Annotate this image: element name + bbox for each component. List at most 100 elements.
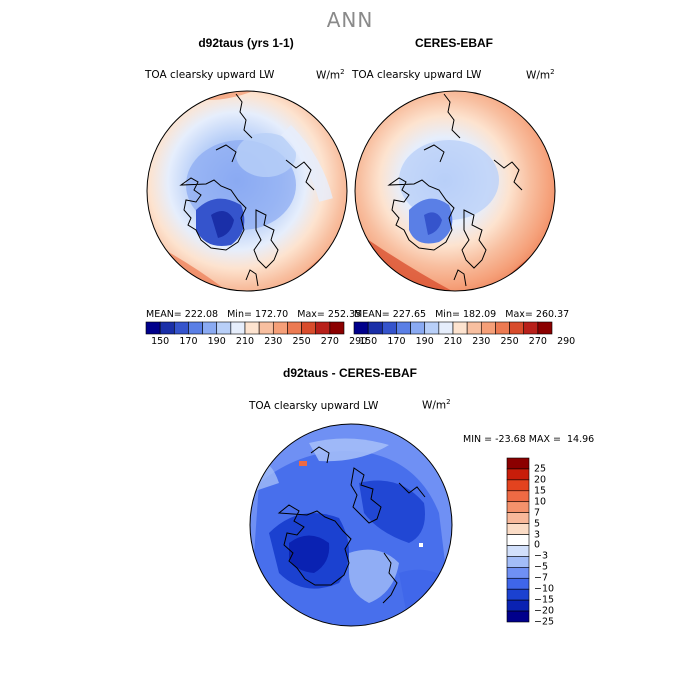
colorbar-cell <box>202 321 218 335</box>
panel-2-max: 260.37 <box>535 309 570 320</box>
diff-colorbar-cell <box>506 512 530 524</box>
panel-2-colorbar-ticks: 150 170 190 210 230 250 270 290 <box>354 336 575 350</box>
panel-1-colorbar <box>145 321 345 335</box>
colorbar-tick-label: 230 <box>472 336 491 347</box>
panel-1-field-label: TOA clearsky upward LW <box>145 69 275 81</box>
diff-panel-max: 14.96 <box>567 434 595 445</box>
diff-colorbar-label: 15 <box>534 485 547 497</box>
diff-colorbar-label: −3 <box>534 550 549 562</box>
diff-colorbar-labels: 25 20 15 10 7 5 3 0 −3 −5 −7 −10 −15 −20 −25 <box>534 458 574 627</box>
colorbar-cell <box>258 321 274 335</box>
colorbar-cell <box>188 321 203 335</box>
colorbar-tick-label: 190 <box>415 336 434 347</box>
panel-1-colorbar-ticks: 150 170 190 210 230 250 270 290 <box>146 336 367 350</box>
colorbar-cell <box>216 321 232 335</box>
panel-2-units: W/m2 <box>526 68 555 82</box>
colorbar-cell <box>410 321 426 335</box>
colorbar-cell <box>272 321 288 335</box>
diff-colorbar-cell <box>506 534 530 546</box>
colorbar-cell <box>424 321 440 335</box>
colorbar-tick-label: 230 <box>264 336 283 347</box>
colorbar-cell <box>452 321 468 335</box>
colorbar-cell <box>466 321 482 335</box>
diff-colorbar-label: 20 <box>534 474 547 486</box>
colorbar-cell <box>509 321 525 335</box>
colorbar-tick-label: 290 <box>557 336 576 347</box>
diff-colorbar-cell <box>506 468 530 481</box>
panel-1-mean: 222.08 <box>184 309 219 320</box>
panel-2-field-label: TOA clearsky upward LW <box>352 69 482 81</box>
colorbar-tick-label: 190 <box>207 336 226 347</box>
diff-colorbar-label: 3 <box>534 529 541 541</box>
colorbar-tick-label: 170 <box>179 336 198 347</box>
diff-panel-title: d92taus - CERES-EBAF <box>282 366 418 380</box>
diff-colorbar-cell <box>506 523 530 535</box>
diff-colorbar <box>506 457 530 623</box>
colorbar-cell <box>495 321 510 335</box>
diff-colorbar-cell <box>506 457 530 470</box>
colorbar-cell <box>396 321 411 335</box>
diff-colorbar-cell <box>506 588 530 601</box>
colorbar-tick-label: 250 <box>500 336 519 347</box>
diff-colorbar-label: 0 <box>534 539 541 551</box>
colorbar-cell <box>173 321 189 335</box>
diff-colorbar-label: −7 <box>534 572 549 584</box>
colorbar-tick-label: 270 <box>320 336 339 347</box>
colorbar-cell <box>230 321 246 335</box>
diff-colorbar-label: −20 <box>534 605 555 617</box>
panel-2-title: CERES-EBAF <box>414 36 493 50</box>
colorbar-tick-label: 170 <box>387 336 406 347</box>
diff-panel-polar-map <box>249 423 453 627</box>
colorbar-cell <box>381 321 397 335</box>
diff-colorbar-cell <box>506 610 530 623</box>
colorbar-tick-label: 150 <box>151 336 170 347</box>
diff-panel-stats: MIN = -23.68 MAX = 14.96 <box>463 434 595 445</box>
panel-1-title: d92taus (yrs 1-1) <box>198 36 294 50</box>
colorbar-cell <box>537 321 553 335</box>
colorbar-tick-label: 250 <box>292 336 311 347</box>
panel-1-polar-map <box>146 90 348 292</box>
diff-panel-min: -23.68 <box>495 434 526 445</box>
diff-colorbar-cell <box>506 577 530 590</box>
panel-2-mean: 227.65 <box>392 309 427 320</box>
colorbar-tick-label: 150 <box>359 336 378 347</box>
diff-colorbar-cell <box>506 479 530 492</box>
main-title: ANN <box>326 8 374 32</box>
diff-colorbar-cell <box>506 599 530 612</box>
colorbar-tick-label: 210 <box>235 336 255 347</box>
colorbar-cell <box>159 321 175 335</box>
diff-panel-field-label: TOA clearsky upward LW <box>249 400 379 412</box>
panel-2-polar-map <box>354 90 556 292</box>
colorbar-tick-label: 290 <box>349 336 368 347</box>
colorbar-cell <box>287 321 302 335</box>
panel-2-stats: MEAN= 227.65 Min= 182.09 Max= 260.37 <box>354 309 570 320</box>
colorbar-cell <box>438 321 454 335</box>
panel-1-stats: MEAN= 222.08 Min= 172.70 Max= 252.35 <box>146 309 362 320</box>
panel-2-min: 182.09 <box>462 309 497 320</box>
diff-colorbar-cell <box>506 556 530 568</box>
colorbar-cell <box>329 321 345 335</box>
diff-colorbar-label: 10 <box>534 496 547 508</box>
colorbar-cell <box>480 321 496 335</box>
diff-colorbar-cell <box>506 545 530 557</box>
diff-colorbar-label: 7 <box>534 507 541 519</box>
colorbar-cell <box>523 321 539 335</box>
diff-colorbar-label: 25 <box>534 463 547 475</box>
diff-colorbar-cell <box>506 490 530 503</box>
colorbar-cell <box>315 321 331 335</box>
diff-colorbar-label: −10 <box>534 583 555 595</box>
diff-colorbar-label: −15 <box>534 594 555 606</box>
diff-panel-units: W/m2 <box>422 398 451 412</box>
colorbar-tick-label: 210 <box>443 336 463 347</box>
diff-colorbar-label: −25 <box>534 616 555 628</box>
colorbar-cell <box>353 321 369 335</box>
diff-colorbar-cell <box>506 567 530 579</box>
panel-1-max: 252.35 <box>327 309 362 320</box>
colorbar-tick-label: 270 <box>528 336 547 347</box>
diff-colorbar-label: 5 <box>534 518 541 530</box>
colorbar-cell <box>367 321 383 335</box>
colorbar-cell <box>244 321 260 335</box>
diff-colorbar-label: −5 <box>534 561 549 573</box>
colorbar-cell <box>145 321 161 335</box>
diff-colorbar-cell <box>506 501 530 513</box>
